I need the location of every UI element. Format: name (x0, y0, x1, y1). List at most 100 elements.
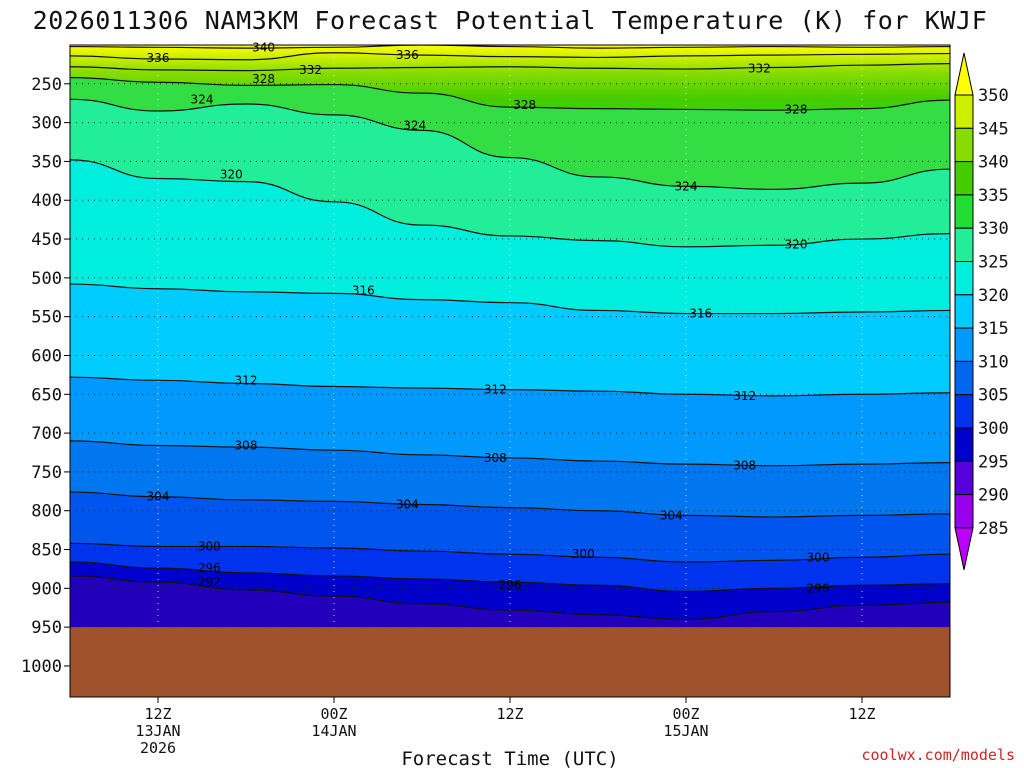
y-tick-label: 700 (31, 424, 62, 444)
ground-surface (70, 627, 950, 697)
x-axis-label: Forecast Time (UTC) (401, 748, 618, 768)
colorbar-top-cap (954, 52, 974, 96)
contour-label: 300 (572, 547, 595, 561)
contour-line-296 (70, 561, 950, 593)
x-tick-label: 00Z (320, 705, 347, 723)
y-tick-label: 1000 (21, 657, 62, 677)
colorbar-label: 305 (978, 386, 1009, 406)
y-tick-label: 850 (31, 541, 62, 561)
colorbar-label: 315 (978, 319, 1009, 339)
grid-lines (70, 45, 950, 697)
contour-label: 320 (785, 237, 808, 251)
y-tick-label: 800 (31, 502, 62, 522)
x-tick-label: 00Z (672, 705, 699, 723)
contour-label: 316 (352, 283, 375, 297)
colorbar: 350 345 340 335 330 325 320 315 310 305 300 295 290 2… (954, 52, 1009, 571)
y-tick-label: 500 (31, 269, 62, 289)
y-tick-label: 250 (31, 75, 62, 95)
contour-label: 328 (252, 72, 275, 86)
contour-label: 332 (299, 63, 322, 77)
colorbar-label: 350 (978, 86, 1009, 106)
contour-labels: 340 336 336 332 332 328 328 328 324 324 324 320 320 3… (147, 40, 830, 595)
colorbar-label: 330 (978, 219, 1009, 239)
y-tick-label: 600 (31, 346, 62, 366)
contour-label: 292 (198, 575, 221, 589)
contour-label: 320 (220, 168, 243, 182)
contour-label: 336 (396, 48, 419, 62)
contour-label: 312 (235, 373, 258, 387)
contour-label: 336 (147, 51, 170, 65)
contour-lines (70, 45, 950, 620)
colorbar-label: 300 (978, 419, 1009, 439)
colorbar-swatch (954, 360, 974, 396)
colorbar-swatch (954, 94, 974, 129)
contour-label: 324 (191, 92, 214, 106)
colorbar-bottom-cap (954, 527, 974, 571)
y-tick-label: 550 (31, 308, 62, 328)
contour-line-308 (70, 440, 950, 467)
contour-label: 316 (689, 307, 712, 321)
contour-line-336 (70, 52, 950, 61)
contour-label: 324 (403, 119, 426, 133)
contour-label: 308 (235, 439, 258, 453)
contour-label: 332 (748, 61, 771, 75)
contour-label: 304 (147, 490, 170, 504)
contour-line-316 (70, 283, 950, 315)
contour-label: 304 (660, 508, 683, 522)
colorbar-swatch (954, 494, 974, 529)
contour-label: 296 (807, 581, 830, 595)
colorbar-label: 295 (978, 452, 1009, 472)
x-tick-label: 12Z (848, 705, 875, 723)
colorbar-label: 335 (978, 186, 1009, 206)
contour-line-304 (70, 491, 950, 518)
contour-label: 300 (198, 539, 221, 553)
contour-line-320 (70, 159, 950, 248)
contour-line-340 (70, 45, 950, 49)
contour-label: 308 (733, 459, 756, 473)
x-tick-label: 12Z (144, 705, 171, 723)
y-tick-label: 650 (31, 385, 62, 405)
y-tick-label: 400 (31, 191, 62, 211)
colorbar-swatch (954, 460, 974, 496)
colorbar-swatch (954, 127, 974, 163)
colorbar-label: 310 (978, 352, 1009, 372)
y-axis-ticks: 250 300 350 400 450 500 550 600 650 700 750 800 850 9… (21, 75, 70, 677)
colorbar-swatch (954, 227, 974, 262)
y-tick-label: 950 (31, 618, 62, 638)
colorbar-swatch (954, 394, 974, 429)
colorbar-swatch (954, 261, 974, 296)
contour-line-312 (70, 376, 950, 397)
contour-label: 296 (198, 561, 221, 575)
colorbar-label: 285 (978, 519, 1009, 539)
credit-text: coolwx.com/models (861, 746, 1015, 764)
colorbar-swatch (954, 294, 974, 329)
contour-line-332 (70, 63, 950, 72)
y-tick-label: 750 (31, 463, 62, 483)
colorbar-label: 320 (978, 286, 1009, 306)
colorbar-label: 325 (978, 253, 1009, 273)
x-tick-label: 14JAN (311, 722, 356, 740)
x-tick-label: 2026 (140, 739, 176, 757)
colorbar-label: 340 (978, 153, 1009, 173)
temperature-bands (70, 77, 950, 630)
contour-label: 296 (499, 578, 522, 592)
x-tick-label: 15JAN (663, 722, 708, 740)
contour-label: 312 (484, 383, 507, 397)
colorbar-label: 345 (978, 119, 1009, 139)
contour-line-292 (70, 575, 950, 620)
contour-label: 312 (733, 389, 756, 403)
x-tick-label: 13JAN (135, 722, 180, 740)
colorbar-swatch (954, 427, 974, 462)
colorbar-label: 290 (978, 486, 1009, 506)
contour-label: 328 (785, 102, 808, 116)
colorbar-swatch (954, 194, 974, 229)
contour-label: 328 (513, 98, 536, 112)
contour-label: 300 (807, 550, 830, 564)
y-tick-label: 900 (31, 579, 62, 599)
colorbar-swatch (954, 161, 974, 196)
contour-label: 304 (396, 498, 419, 512)
y-tick-label: 450 (31, 230, 62, 250)
contour-line-300 (70, 542, 950, 563)
